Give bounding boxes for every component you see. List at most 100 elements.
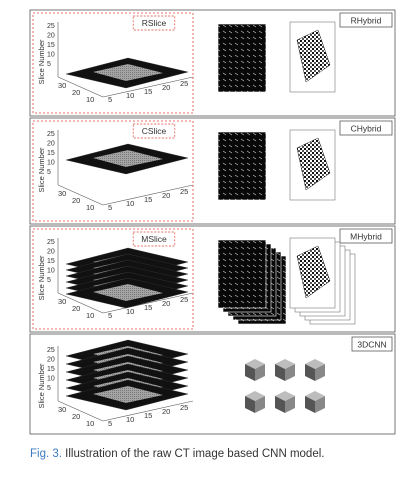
- slice-tag: CSlice: [142, 126, 167, 136]
- z-tick-label: 10: [47, 268, 55, 275]
- figure-caption: Fig. 3. Illustration of the raw CT image…: [30, 448, 324, 460]
- kernel-cube-left: [305, 364, 315, 381]
- slice-tag: RSlice: [142, 18, 167, 28]
- model-tag-box: [339, 228, 393, 244]
- model-tag-box: [339, 12, 393, 28]
- depth-tick-label: 20: [72, 88, 80, 97]
- z-axis-label: Slice Number: [37, 363, 46, 409]
- z-tick-label: 10: [47, 376, 55, 383]
- width-tick-label: 25: [180, 403, 188, 412]
- kernel-cube-left: [245, 364, 255, 381]
- depth-axis: [57, 184, 104, 206]
- z-tick-label: 15: [47, 42, 55, 49]
- width-axis: [102, 76, 194, 98]
- depth-axis: [57, 292, 104, 314]
- width-axis: [102, 184, 194, 206]
- pixel-patch: [296, 245, 331, 299]
- z-tick-label: 25: [47, 239, 55, 246]
- model-tag: 3DCNN: [357, 340, 386, 350]
- kernel-cube-right: [285, 396, 295, 413]
- z-tick-label: 5: [47, 61, 51, 68]
- depth-tick-label: 30: [58, 405, 66, 414]
- feature-map: [217, 131, 267, 201]
- depth-tick-label: 30: [58, 81, 66, 90]
- z-tick-label: 25: [47, 347, 55, 354]
- model-tag: RHybrid: [351, 16, 382, 26]
- width-tick-label: 20: [162, 407, 170, 416]
- z-tick-label: 15: [47, 150, 55, 157]
- z-tick-label: 15: [47, 366, 55, 373]
- z-tick-label: 5: [47, 169, 51, 176]
- kernel-cube-right: [315, 396, 325, 413]
- width-tick-label: 15: [144, 303, 152, 312]
- width-tick-label: 20: [162, 191, 170, 200]
- kernel-cube-left: [275, 364, 285, 381]
- slice-region: [32, 120, 194, 222]
- width-tick-label: 20: [162, 299, 170, 308]
- slice-tag: MSlice: [141, 234, 167, 244]
- depth-axis: [57, 400, 104, 422]
- kernel-cube-right: [315, 364, 325, 381]
- depth-tick-label: 20: [72, 304, 80, 313]
- pixel-patch: [296, 29, 331, 83]
- width-tick-label: 20: [162, 83, 170, 92]
- tissue-region: [93, 386, 163, 403]
- width-tick-label: 5: [108, 419, 112, 428]
- z-axis-label: Slice Number: [37, 255, 46, 301]
- width-tick-label: 25: [180, 187, 188, 196]
- kernel-cube-right: [285, 364, 295, 381]
- z-tick-label: 5: [47, 385, 51, 392]
- z-tick-label: 5: [47, 277, 51, 284]
- slice-tag-box: [132, 123, 176, 139]
- width-axis: [102, 292, 194, 314]
- kernel-cube-left: [275, 396, 285, 413]
- tissue-region: [93, 150, 163, 167]
- kernel-cube-left: [245, 396, 255, 413]
- depth-tick-label: 20: [72, 412, 80, 421]
- z-tick-label: 20: [47, 357, 55, 364]
- tissue-region: [93, 284, 163, 301]
- z-tick-label: 20: [47, 249, 55, 256]
- z-tick-label: 10: [47, 52, 55, 59]
- model-tag-box: [339, 120, 393, 136]
- z-tick-label: 25: [47, 131, 55, 138]
- depth-tick-label: 10: [86, 311, 94, 320]
- z-tick-label: 10: [47, 160, 55, 167]
- width-tick-label: 10: [126, 91, 134, 100]
- depth-tick-label: 30: [58, 189, 66, 198]
- z-tick-label: 15: [47, 258, 55, 265]
- z-tick-label: 20: [47, 141, 55, 148]
- kernel-cube-left: [305, 396, 315, 413]
- width-tick-label: 25: [180, 79, 188, 88]
- z-axis-label: Slice Number: [37, 39, 46, 85]
- model-tag: CHybrid: [351, 124, 382, 134]
- feature-map: [217, 23, 267, 93]
- model-tag: MHybrid: [350, 232, 382, 242]
- z-axis-label: Slice Number: [37, 147, 46, 193]
- caption-text: Illustration of the raw CT image based C…: [65, 448, 325, 460]
- depth-axis: [57, 76, 104, 98]
- z-tick-label: 25: [47, 23, 55, 30]
- depth-tick-label: 20: [72, 196, 80, 205]
- tissue-region: [93, 64, 163, 81]
- width-tick-label: 10: [126, 199, 134, 208]
- width-tick-label: 15: [144, 195, 152, 204]
- width-tick-label: 5: [108, 203, 112, 212]
- width-axis: [102, 400, 194, 422]
- caption-number: Fig. 3.: [30, 448, 62, 460]
- width-tick-label: 5: [108, 95, 112, 104]
- width-tick-label: 15: [144, 411, 152, 420]
- kernel-cube-right: [255, 364, 265, 381]
- slice-tag-box: [132, 231, 176, 247]
- slice-region: [32, 12, 194, 114]
- depth-tick-label: 10: [86, 95, 94, 104]
- kernel-cube-right: [255, 396, 265, 413]
- width-tick-label: 15: [144, 87, 152, 96]
- pixel-patch: [296, 137, 331, 191]
- width-tick-label: 10: [126, 307, 134, 316]
